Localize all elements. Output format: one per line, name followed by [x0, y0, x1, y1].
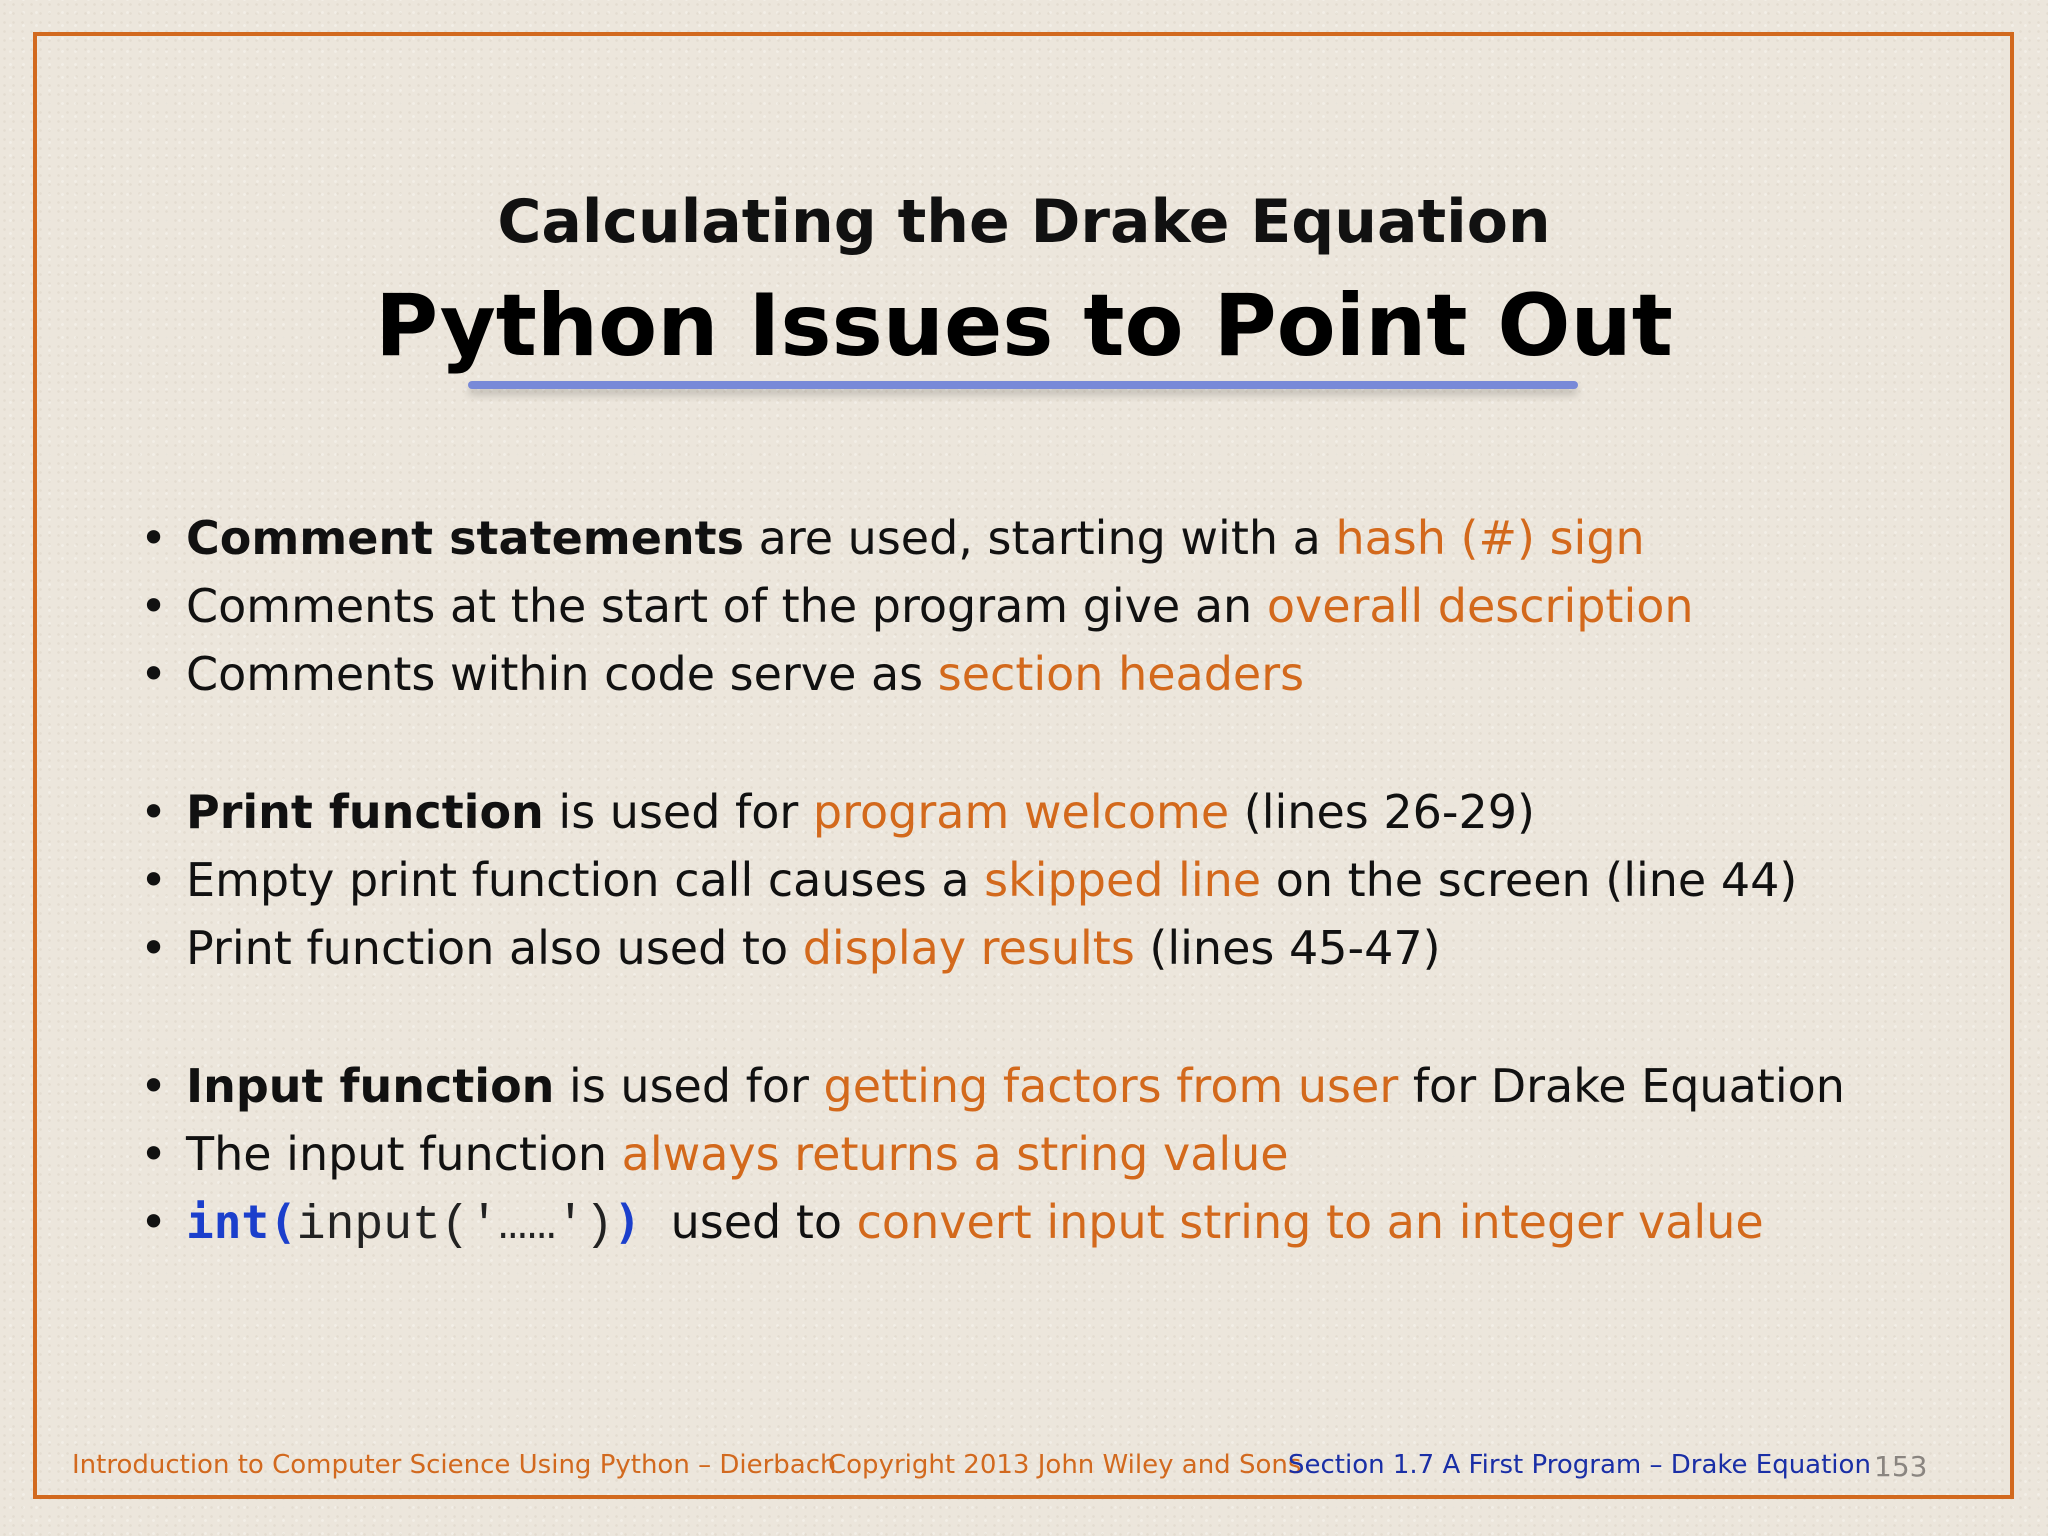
highlight-text: getting factors from user: [823, 1059, 1399, 1113]
highlight-text: skipped line: [984, 853, 1262, 907]
bullet-dot: •: [140, 785, 168, 839]
bullet-item: • Empty print function call causes a skip…: [140, 846, 1797, 914]
bullet-item: • The input function always returns a str…: [140, 1120, 1289, 1188]
bullet-item: • Print function is used for program welc…: [140, 778, 1535, 846]
bullet-text: Print function: [186, 785, 544, 839]
slide-frame: [33, 32, 2014, 1499]
bullet-text: for Drake Equation: [1398, 1059, 1845, 1113]
bullet-text: Input function: [186, 1059, 555, 1113]
bullet-text: (lines 45-47): [1134, 921, 1441, 975]
bullet-dot: •: [140, 511, 168, 565]
bullet-text: Comment statements: [186, 511, 745, 565]
bullet-dot: •: [140, 579, 168, 633]
bullet-text: Comments within code serve as: [186, 647, 938, 701]
bullet-dot: •: [140, 647, 168, 701]
bullet-item: • Input function is used for getting fact…: [140, 1052, 1845, 1120]
bullet-text: is used for: [554, 1059, 824, 1113]
highlight-text: program welcome: [812, 785, 1230, 839]
slide-subtitle: Calculating the Drake Equation: [497, 187, 1551, 257]
bullet-item: • int(input('……')) used to convert input …: [140, 1188, 1764, 1260]
bullet-text: Empty print function call causes a: [186, 853, 985, 907]
bullet-text: The input function: [186, 1127, 622, 1181]
highlight-text: overall description: [1266, 579, 1694, 633]
bullet-item: • Comments within code serve as section h…: [140, 640, 1304, 708]
code-text: input('……'): [296, 1199, 614, 1253]
highlight-text: convert input string to an integer value: [856, 1195, 1764, 1249]
footer-book: Introduction to Computer Science Using P…: [72, 1450, 837, 1480]
bullet-dot: •: [140, 921, 168, 975]
code-text: int(: [186, 1195, 297, 1249]
bullet-dot: •: [140, 1127, 168, 1181]
highlight-text: always returns a string value: [621, 1127, 1289, 1181]
code-text: ): [613, 1195, 642, 1249]
bullet-item: • Print function also used to display res…: [140, 914, 1441, 982]
bullet-text: on the screen (line 44): [1261, 853, 1798, 907]
bullet-text: used to: [641, 1195, 857, 1249]
highlight-text: display results: [802, 921, 1135, 975]
bullet-dot: •: [140, 1059, 168, 1113]
footer-section: Section 1.7 A First Program – Drake Equa…: [1288, 1450, 1871, 1480]
bullet-dot: •: [140, 853, 168, 907]
highlight-text: section headers: [937, 647, 1305, 701]
bullet-text: Print function also used to: [186, 921, 803, 975]
page-number: 153: [1874, 1450, 1928, 1483]
footer-copyright: Copyright 2013 John Wiley and Sons: [828, 1450, 1302, 1480]
bullet-text: Comments at the start of the program giv…: [186, 579, 1267, 633]
bullet-item: • Comments at the start of the program gi…: [140, 572, 1694, 640]
bullet-text: are used, starting with a: [744, 511, 1336, 565]
title-underline: [468, 381, 1578, 389]
bullet-item: • Comment statements are used, starting w…: [140, 504, 1645, 572]
bullet-text: is used for: [543, 785, 813, 839]
highlight-text: hash (#) sign: [1335, 511, 1645, 565]
slide-title: Python Issues to Point Out: [375, 276, 1673, 376]
bullet-text: (lines 26-29): [1229, 785, 1535, 839]
bullet-dot: •: [140, 1195, 168, 1249]
